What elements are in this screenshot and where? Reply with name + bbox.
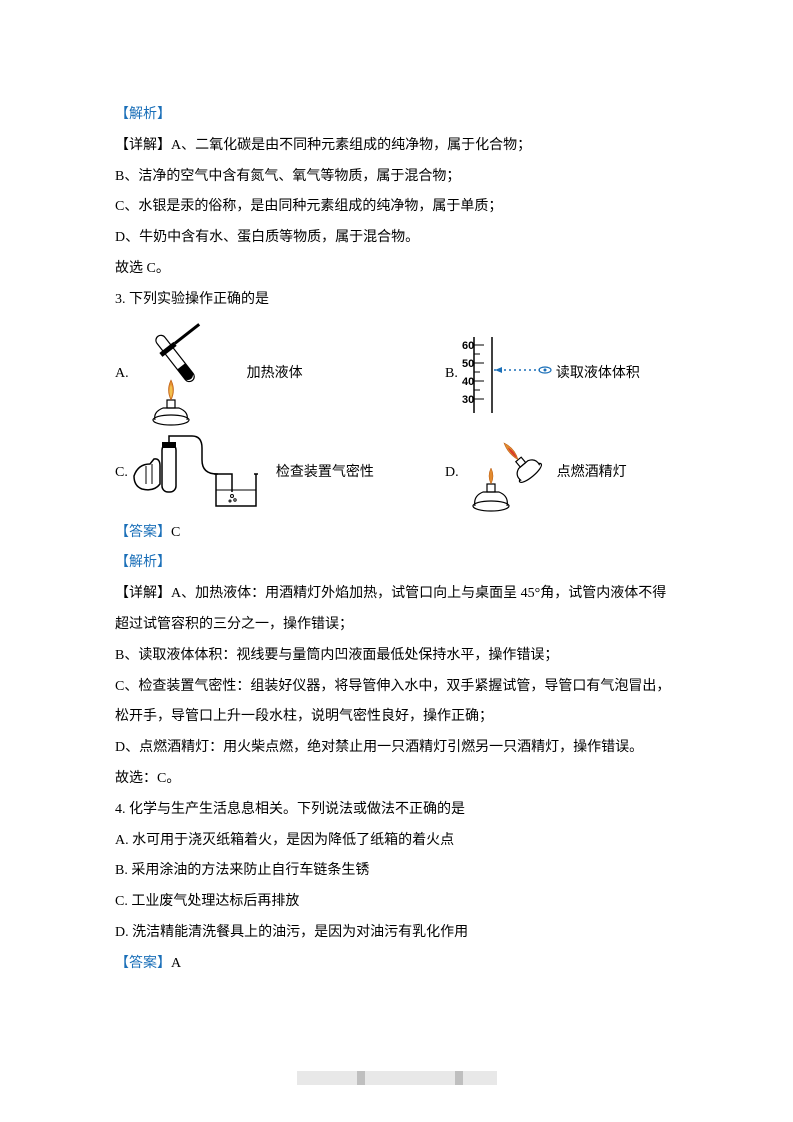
q3-conclusion: 故选：C。 bbox=[115, 764, 678, 795]
tick-60: 60 bbox=[462, 340, 474, 352]
q3-option-b: B. 60 50 40 30 bbox=[445, 335, 640, 415]
q4-opt-b: B. 采用涂油的方法来防止自行车链条生锈 bbox=[115, 856, 678, 887]
sec1-line-b: B、洁净的空气中含有氮气、氧气等物质，属于混合物； bbox=[115, 162, 678, 193]
q4-opt-c: C. 工业废气处理达标后再排放 bbox=[115, 887, 678, 918]
q3-line-b: B、读取液体体积：视线要与量筒内凹液面最低处保持水平，操作错误； bbox=[115, 641, 678, 672]
figure-b-read-volume: 60 50 40 30 bbox=[462, 335, 552, 415]
opt-text-c: 检查装置气密性 bbox=[276, 458, 374, 489]
q4-opt-d: D. 洗洁精能清洗餐具上的油污，是因为对油污有乳化作用 bbox=[115, 918, 678, 949]
sec1-conclusion: 故选 C。 bbox=[115, 254, 678, 285]
q3-analysis-label: 【解析】 bbox=[115, 548, 678, 579]
q4-opt-a: A. 水可用于浇灭纸箱着火，是因为降低了纸箱的着火点 bbox=[115, 826, 678, 857]
q3-options-row-1: A. bbox=[115, 320, 678, 430]
page-content: 【解析】 【详解】A、二氧化碳是由不同种元素组成的纯净物，属于化合物； B、洁净… bbox=[0, 0, 793, 1020]
sec1-line-c: C、水银是汞的俗称，是由同种元素组成的纯净物，属于单质； bbox=[115, 192, 678, 223]
sec1-line-d: D、牛奶中含有水、蛋白质等物质，属于混合物。 bbox=[115, 223, 678, 254]
figure-c-airtight-check bbox=[132, 434, 272, 514]
q4-answer: 【答案】A bbox=[115, 949, 678, 980]
opt-text-a: 加热液体 bbox=[247, 359, 303, 390]
tick-40: 40 bbox=[462, 376, 474, 388]
q3-stem: 3. 下列实验操作正确的是 bbox=[115, 285, 678, 316]
q3-options-row-2: C. bbox=[115, 434, 678, 514]
q3-line-d: D、点燃酒精灯：用火柴点燃，绝对禁止用一只酒精灯引燃另一只酒精灯，操作错误。 bbox=[115, 733, 678, 764]
opt-letter-c: C. bbox=[115, 458, 128, 489]
q3-line-c: C、检查装置气密性：组装好仪器，将导管伸入水中，双手紧握试管，导管口有气泡冒出，… bbox=[115, 672, 678, 734]
q3-detail-a: 【详解】A、加热液体：用酒精灯外焰加热，试管口向上与桌面呈 45°角，试管内液体… bbox=[115, 579, 678, 641]
footer-bar bbox=[297, 1071, 497, 1085]
q3-option-a: A. bbox=[115, 320, 445, 430]
analysis-label: 【解析】 bbox=[115, 100, 678, 131]
q3-answer: 【答案】C bbox=[115, 518, 678, 549]
tick-30: 30 bbox=[462, 394, 474, 406]
opt-text-d: 点燃酒精灯 bbox=[557, 458, 627, 489]
opt-text-b: 读取液体体积 bbox=[556, 359, 640, 390]
tick-50: 50 bbox=[462, 358, 474, 370]
figure-a-heating-liquid bbox=[133, 320, 243, 430]
q4-stem: 4. 化学与生产生活息息相关。下列说法或做法不正确的是 bbox=[115, 795, 678, 826]
q3-option-d: D. 点燃酒精灯 bbox=[445, 434, 627, 514]
page-footer bbox=[0, 1071, 793, 1087]
opt-letter-d: D. bbox=[445, 458, 459, 489]
figure-d-light-lamp bbox=[463, 434, 553, 514]
opt-letter-a: A. bbox=[115, 359, 129, 390]
sec1-detail-a: 【详解】A、二氧化碳是由不同种元素组成的纯净物，属于化合物； bbox=[115, 131, 678, 162]
q3-option-c: C. bbox=[115, 434, 445, 514]
opt-letter-b: B. bbox=[445, 359, 458, 390]
